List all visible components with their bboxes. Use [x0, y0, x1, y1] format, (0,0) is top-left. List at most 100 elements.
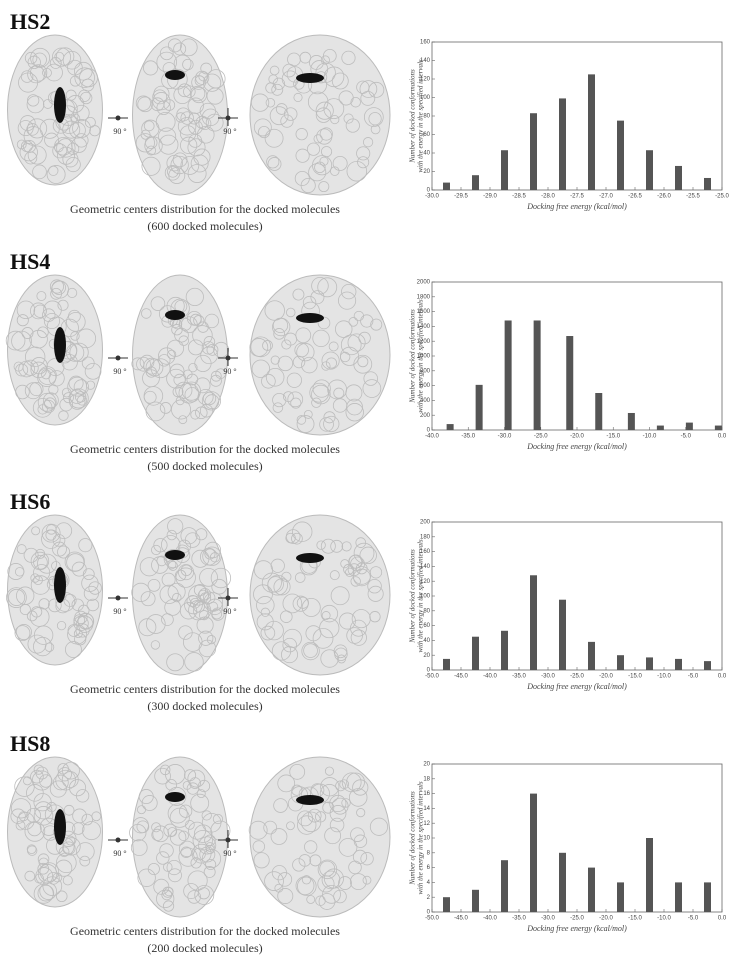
bar: [447, 424, 454, 430]
caption: Geometric centers distribution for the d…: [70, 202, 340, 216]
axis-icon: [226, 116, 231, 121]
y-tick-label: 20: [423, 762, 430, 768]
x-tick-label: -15.0: [628, 916, 642, 922]
y-axis-label: with the energy in the specified interva…: [417, 59, 425, 173]
axis-icon: [116, 596, 121, 601]
x-tick-label: 0.0: [718, 916, 727, 922]
bar: [617, 655, 624, 670]
bar: [628, 413, 635, 430]
protein-surface: [250, 35, 390, 195]
y-tick-label: 200: [420, 413, 431, 419]
panel-label: HS6: [10, 489, 50, 514]
x-tick-label: -25.5: [686, 194, 700, 200]
bar: [472, 175, 479, 190]
x-tick-label: -30.0: [541, 916, 555, 922]
x-tick-label: -30.0: [425, 194, 439, 200]
y-tick-label: 2000: [417, 280, 431, 286]
x-tick-label: -50.0: [425, 916, 439, 922]
ligand-cluster: [296, 313, 324, 323]
caption: Geometric centers distribution for the d…: [70, 682, 340, 696]
x-tick-label: -35.0: [512, 916, 526, 922]
figure: HS2 90 ° 90 ° Geometric centers distributio…: [0, 0, 735, 962]
axis-icon: [116, 838, 121, 843]
axis-icon: [226, 838, 231, 843]
y-axis-label: Number of docked conformations: [409, 309, 417, 404]
caption: Geometric centers distribution for the d…: [70, 924, 340, 938]
x-tick-label: -45.0: [454, 674, 468, 680]
y-tick-label: 200: [420, 520, 431, 526]
ligand-cluster: [165, 70, 185, 80]
surface-base: [250, 515, 390, 675]
rotation-label: 90 °: [113, 607, 126, 616]
bar: [675, 882, 682, 912]
bar: [505, 320, 512, 430]
panel-label: HS8: [10, 731, 50, 756]
x-tick-label: -35.0: [461, 434, 475, 440]
panel-label: HS4: [10, 249, 50, 274]
protein-surface: [132, 275, 229, 435]
y-tick-label: 8: [427, 850, 431, 856]
ligand-cluster: [296, 73, 324, 83]
y-axis-label: with the energy in the specified interva…: [417, 539, 425, 653]
bar: [443, 183, 450, 190]
x-tick-label: -40.0: [483, 916, 497, 922]
x-tick-label: -40.0: [425, 434, 439, 440]
bar: [657, 426, 664, 430]
x-tick-label: -29.5: [454, 194, 468, 200]
ligand-cluster: [165, 792, 185, 802]
x-tick-label: -5.0: [688, 674, 699, 680]
axis-icon: [116, 116, 121, 121]
protein-surface: [250, 275, 390, 435]
x-tick-label: -27.0: [599, 194, 613, 200]
bar: [595, 393, 602, 430]
y-axis-label: Number of docked conformations: [409, 549, 417, 644]
bar: [686, 423, 693, 430]
bar: [566, 336, 573, 430]
bar: [501, 631, 508, 670]
x-tick-label: -10.0: [643, 434, 657, 440]
bar: [617, 121, 624, 190]
x-tick-label: -15.0: [606, 434, 620, 440]
rotation-label: 90 °: [223, 127, 236, 136]
x-tick-label: -45.0: [454, 916, 468, 922]
x-tick-label: -40.0: [483, 674, 497, 680]
bar: [472, 890, 479, 912]
x-tick-label: -30.0: [498, 434, 512, 440]
bar: [476, 385, 483, 430]
ligand-cluster: [296, 553, 324, 563]
bar: [501, 860, 508, 912]
x-tick-label: -30.0: [541, 674, 555, 680]
x-tick-label: -25.0: [534, 434, 548, 440]
rotation-label: 90 °: [113, 367, 126, 376]
bar: [530, 575, 537, 670]
bar: [443, 897, 450, 912]
x-axis-label: Docking free energy (kcal/mol): [526, 924, 627, 933]
bar: [530, 794, 537, 912]
panel-label: HS2: [10, 9, 50, 34]
protein-surface: [249, 757, 390, 917]
bar: [646, 657, 653, 670]
protein-surface: [130, 757, 230, 917]
y-tick-label: 20: [423, 653, 430, 659]
bar: [472, 637, 479, 670]
x-tick-label: -25.0: [715, 194, 729, 200]
y-tick-label: 4: [427, 880, 431, 886]
caption: Geometric centers distribution for the d…: [70, 442, 340, 456]
rotation-label: 90 °: [223, 849, 236, 858]
x-tick-label: 0.0: [718, 674, 727, 680]
protein-surface: [133, 35, 228, 195]
x-tick-label: -26.5: [628, 194, 642, 200]
ligand-cluster: [54, 327, 66, 363]
bar: [588, 642, 595, 670]
x-tick-label: -50.0: [425, 674, 439, 680]
x-tick-label: -28.5: [512, 194, 526, 200]
bar: [704, 882, 711, 912]
ligand-cluster: [296, 795, 324, 805]
bar: [559, 600, 566, 670]
bar: [534, 320, 541, 430]
y-axis-label: with the energy in the specified interva…: [417, 781, 425, 895]
x-tick-label: -35.0: [512, 674, 526, 680]
surface-base: [250, 275, 390, 435]
x-axis-label: Docking free energy (kcal/mol): [526, 442, 627, 451]
x-tick-label: -26.0: [657, 194, 671, 200]
